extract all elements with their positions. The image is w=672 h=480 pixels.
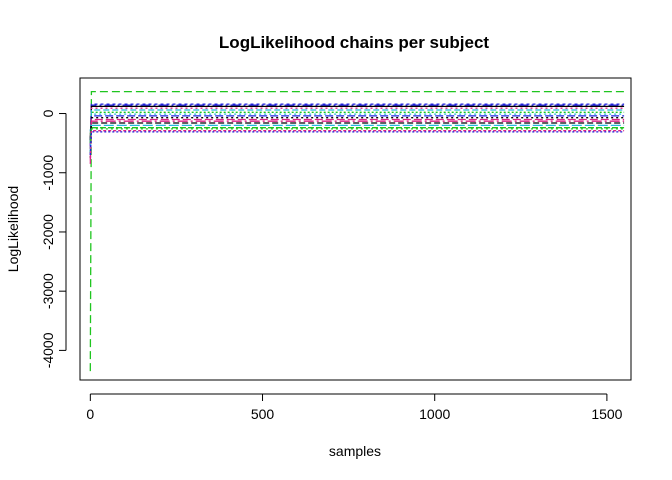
series-line bbox=[89, 131, 625, 156]
y-axis-label: LogLikelihood bbox=[5, 186, 21, 272]
chart-title: LogLikelihood chains per subject bbox=[219, 33, 489, 52]
series-line bbox=[89, 90, 625, 372]
x-tick-label: 1500 bbox=[591, 406, 622, 422]
x-axis: 0 500 1000 1500 bbox=[86, 393, 623, 422]
series-layer bbox=[89, 90, 625, 372]
series-line bbox=[89, 103, 625, 156]
series-line bbox=[89, 109, 625, 144]
x-axis-label: samples bbox=[329, 443, 381, 459]
x-tick-label: 500 bbox=[251, 406, 275, 422]
x-tick-label: 0 bbox=[86, 406, 94, 422]
y-tick-label: 0 bbox=[40, 109, 56, 117]
y-tick-label: -2000 bbox=[40, 214, 56, 250]
series-line bbox=[89, 118, 625, 150]
series-line bbox=[89, 127, 625, 144]
x-tick-label: 1000 bbox=[419, 406, 450, 422]
plot-frame bbox=[79, 77, 632, 381]
series-line bbox=[89, 117, 625, 158]
series-line bbox=[89, 107, 625, 150]
series-line bbox=[89, 115, 625, 147]
series-line bbox=[89, 130, 625, 164]
series-line bbox=[89, 128, 625, 135]
y-tick-label: -3000 bbox=[40, 273, 56, 309]
y-tick-label: -4000 bbox=[40, 332, 56, 368]
y-axis: -4000 -3000 -2000 -1000 0 bbox=[40, 109, 67, 368]
y-tick-label: -1000 bbox=[40, 155, 56, 191]
